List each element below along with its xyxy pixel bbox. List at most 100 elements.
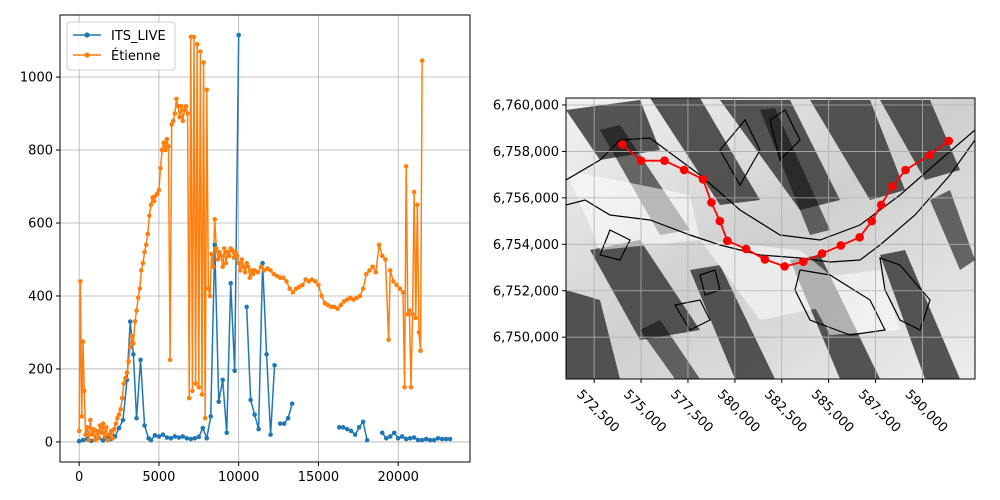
data-point-its-live [352,432,358,437]
x-tick-label: 10000 [218,470,259,485]
data-point-etienne [119,395,125,401]
data-point-its-live [344,426,350,432]
data-point-its-live [411,435,417,440]
data-point-etienne [99,430,104,436]
data-point-its-live [256,426,261,432]
data-point-its-live [80,437,86,443]
series-line-its-live [245,262,276,436]
data-point-etienne [223,260,229,266]
map-y-tick-label: 6,750,000 [493,331,559,346]
data-point-etienne [415,202,420,208]
data-point-etienne [127,344,133,350]
data-point-etienne [237,268,243,273]
data-point-etienne [281,275,286,281]
data-point-etienne [174,96,179,102]
data-point-etienne [416,330,422,335]
data-point-etienne [183,103,189,109]
data-point-etienne [212,217,218,222]
map-y-tick-label: 6,752,000 [493,284,559,299]
data-point-etienne [185,111,190,116]
profile-point [888,181,897,191]
data-point-its-live [281,421,287,426]
data-point-etienne [391,279,396,284]
map-y-tick-label: 6,754,000 [493,238,559,253]
data-point-etienne [131,341,136,346]
left-grid [60,15,470,462]
data-point-its-live [289,401,295,406]
data-point-its-live [138,357,143,363]
data-point-etienne [175,103,181,109]
x-tick-label: 5000 [142,470,175,485]
data-point-its-live [277,421,283,426]
data-point-etienne [134,308,139,313]
data-point-etienne [161,140,166,146]
data-point-etienne [233,249,238,255]
data-point-its-live [196,434,202,440]
glacier-outlines [566,109,975,336]
data-point-etienne [403,164,409,169]
data-point-etienne [162,147,168,153]
data-point-etienne [335,306,340,312]
data-point-its-live [152,433,158,438]
data-point-etienne [118,406,123,412]
data-point-etienne [89,432,95,437]
data-point-etienne [86,437,92,443]
data-point-etienne [121,381,127,386]
data-point-its-live [356,425,362,430]
data-point-etienne [402,384,407,390]
data-point-etienne [357,293,363,299]
data-point-its-live [127,319,133,324]
map-x-tick-label: 580,000 [714,387,763,436]
data-point-etienne [376,242,382,248]
data-point-etienne [222,246,227,251]
data-point-its-live [260,260,265,266]
data-point-etienne [245,264,251,270]
data-point-its-live [100,438,106,443]
data-point-etienne [81,388,87,394]
profile-point [836,241,846,250]
data-point-its-live [148,437,154,443]
data-point-etienne [247,275,253,281]
profile-point [855,233,864,242]
data-point-etienne [210,264,216,270]
data-point-etienne [191,34,197,40]
data-point-its-live [431,437,437,443]
data-point-etienne [290,290,296,295]
data-point-etienne [115,415,120,421]
data-point-its-live [383,435,389,441]
data-point-etienne [151,198,157,204]
data-point-etienne [387,268,393,273]
data-point-etienne [202,415,208,421]
data-point-its-live [160,432,166,437]
data-point-its-live [220,377,226,383]
map-y-tick-label: 6,756,000 [493,191,559,206]
data-point-etienne [250,271,256,277]
data-point-etienne [79,414,84,419]
map-x-tick-label: 577,500 [667,387,716,436]
data-point-etienne [206,286,211,291]
profile-points [617,136,954,271]
data-point-etienne [364,271,369,277]
profile-point [660,156,669,166]
y-tick-label: 800 [28,144,53,159]
data-point-etienne [156,187,162,193]
data-point-its-live [244,304,249,310]
data-point-its-live [268,432,273,437]
data-point-its-live [236,32,241,38]
data-point-its-live [192,435,198,441]
data-point-etienne [135,295,141,301]
profile-point [867,216,877,226]
data-point-etienne [249,268,254,273]
data-point-etienne [159,147,165,153]
map-grid [566,98,975,379]
data-point-etienne [166,144,171,149]
data-point-its-live [264,352,269,357]
data-point-etienne [178,103,184,109]
data-point-its-live [184,435,190,441]
data-point-its-live [176,435,182,440]
data-point-etienne [300,282,305,288]
data-point-its-live [208,414,214,419]
left-y-ticks: 0 200 400 600 800 1000 [20,71,60,450]
data-point-etienne [410,311,415,317]
data-point-etienne [126,359,131,364]
